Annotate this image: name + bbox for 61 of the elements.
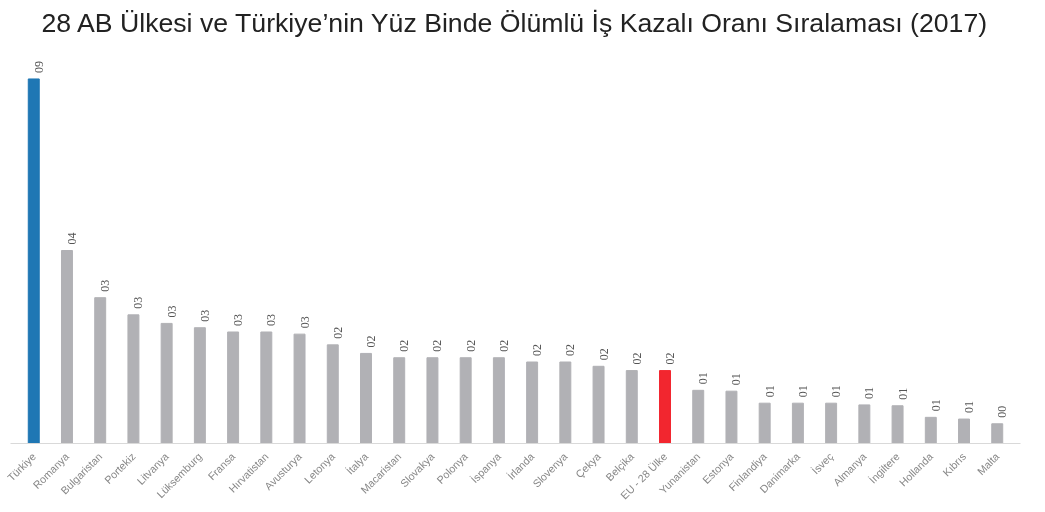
data-label: 02 bbox=[430, 339, 445, 352]
data-label: 02 bbox=[596, 348, 611, 361]
data-label: 01 bbox=[729, 373, 744, 386]
bar bbox=[326, 344, 339, 444]
data-label: 04 bbox=[64, 232, 79, 245]
data-label: 02 bbox=[530, 344, 545, 357]
data-label: 02 bbox=[496, 339, 511, 352]
bar bbox=[193, 327, 206, 444]
bar bbox=[393, 357, 406, 444]
bar bbox=[791, 402, 804, 444]
bar bbox=[426, 357, 439, 444]
data-label: 01 bbox=[829, 385, 844, 398]
data-label: 03 bbox=[98, 279, 113, 292]
bar bbox=[725, 390, 738, 444]
bar bbox=[592, 365, 605, 444]
data-label: 01 bbox=[962, 401, 977, 414]
bar bbox=[825, 402, 838, 444]
data-label: 03 bbox=[131, 296, 146, 309]
data-label: 09 bbox=[31, 60, 46, 73]
bar bbox=[758, 402, 771, 444]
bar bbox=[559, 361, 572, 444]
bar bbox=[360, 352, 372, 444]
bar bbox=[625, 370, 638, 444]
data-label: 03 bbox=[164, 305, 179, 318]
data-label: 01 bbox=[696, 372, 711, 385]
data-label: 02 bbox=[363, 335, 378, 348]
bar bbox=[293, 333, 306, 444]
bar bbox=[924, 416, 937, 444]
bar bbox=[94, 297, 107, 444]
bar bbox=[891, 405, 904, 444]
data-label: 02 bbox=[330, 326, 345, 339]
bar bbox=[659, 370, 671, 444]
data-label: 02 bbox=[563, 344, 578, 357]
bar bbox=[227, 331, 240, 444]
data-label: 02 bbox=[397, 339, 412, 352]
data-label: 03 bbox=[197, 309, 212, 322]
bar bbox=[61, 250, 73, 444]
data-label: 01 bbox=[862, 386, 877, 399]
data-label: 01 bbox=[928, 399, 943, 412]
bar bbox=[459, 357, 472, 444]
data-label: 02 bbox=[463, 339, 478, 352]
bar bbox=[160, 322, 173, 444]
bar bbox=[260, 331, 273, 444]
data-label: 00 bbox=[995, 405, 1010, 418]
bar bbox=[958, 418, 970, 444]
bar bbox=[858, 404, 871, 444]
bar bbox=[127, 314, 140, 444]
bar bbox=[492, 357, 505, 444]
data-label: 03 bbox=[297, 316, 312, 329]
chart-title: 28 AB Ülkesi ve Türkiye’nin Yüz Binde Ölümlü İş Kazalı Oranı Sıralaması (2017) bbox=[41, 7, 988, 38]
data-label: 03 bbox=[231, 313, 246, 326]
data-label: 01 bbox=[762, 385, 777, 398]
bar bbox=[27, 78, 40, 444]
bar bbox=[526, 361, 539, 444]
bar bbox=[991, 423, 1004, 444]
data-label: 02 bbox=[629, 352, 644, 365]
bar bbox=[692, 389, 705, 444]
data-label: 01 bbox=[895, 387, 910, 400]
data-label: 02 bbox=[663, 352, 678, 365]
data-label: 03 bbox=[264, 313, 279, 326]
data-label: 01 bbox=[795, 385, 810, 398]
